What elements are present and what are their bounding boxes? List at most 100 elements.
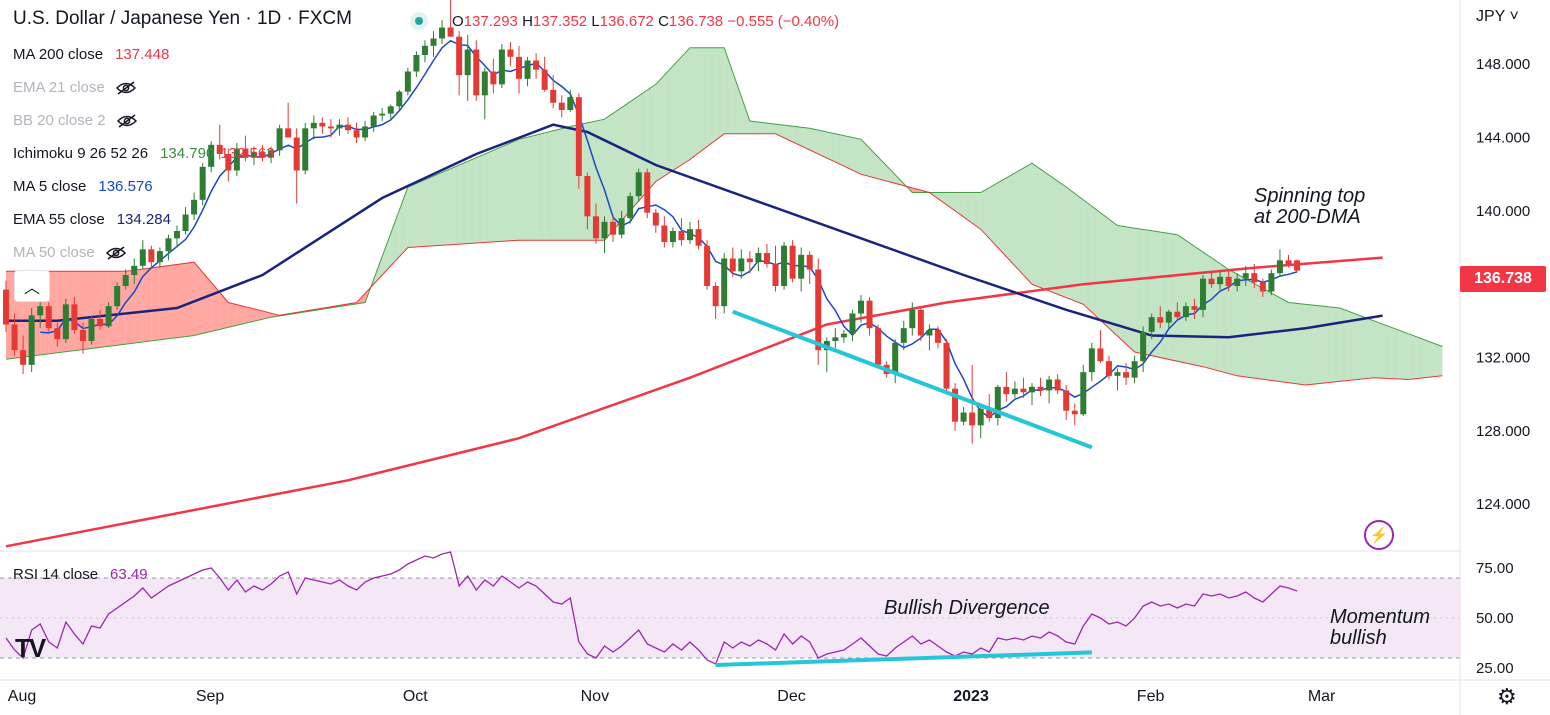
cloud-segment xyxy=(459,161,468,245)
candle-body xyxy=(952,388,959,422)
candle-body xyxy=(789,245,796,279)
legend-ema21[interactable]: EMA 21 close xyxy=(13,79,137,96)
rsi-tick-label: 75.00 xyxy=(1476,560,1514,577)
candle-body xyxy=(994,386,1001,418)
candle-body xyxy=(413,55,420,72)
candle-body xyxy=(293,137,300,171)
cloud-segment xyxy=(724,47,733,134)
cloud-segment xyxy=(1348,311,1357,381)
candle-body xyxy=(490,71,497,85)
legend-ema55[interactable]: EMA 55 close 134.284 xyxy=(13,211,171,228)
hidden-eye-icon[interactable] xyxy=(116,114,138,128)
lightning-icon[interactable]: ⚡ xyxy=(1364,520,1394,550)
cloud-segment xyxy=(784,125,793,142)
candle-body xyxy=(250,152,257,158)
price-trendline xyxy=(732,309,1093,450)
hidden-eye-icon[interactable] xyxy=(105,246,127,260)
cloud-segment xyxy=(1391,327,1400,380)
candle-body xyxy=(977,408,984,426)
cloud-segment xyxy=(1203,252,1212,369)
candle-body xyxy=(1097,348,1104,362)
cloud-segment xyxy=(1416,336,1426,379)
rsi-line xyxy=(5,551,1298,665)
tradingview-logo[interactable]: TV xyxy=(15,633,46,663)
cloud-segment xyxy=(245,306,254,324)
legend-label: EMA 21 close xyxy=(13,79,105,96)
legend-bb20[interactable]: BB 20 close 2 xyxy=(13,112,138,129)
candle-body xyxy=(652,212,659,226)
candle-body xyxy=(259,152,266,158)
cloud-segment xyxy=(1014,168,1024,275)
legend-ma50[interactable]: MA 50 close xyxy=(13,244,127,261)
rsi-legend[interactable]: RSI 14 close 63.49 xyxy=(13,566,148,583)
cloud-segment xyxy=(1074,193,1084,305)
candle-body xyxy=(156,251,163,263)
candle-body xyxy=(840,333,847,338)
candle-body xyxy=(131,265,138,275)
ichimoku-cloud xyxy=(5,47,1443,386)
cloud-segment xyxy=(1374,320,1383,379)
cloud-segment xyxy=(886,165,896,184)
candle-body xyxy=(507,49,514,57)
cloud-segment xyxy=(1185,240,1195,365)
candle-body xyxy=(447,27,454,37)
cloud-segment xyxy=(1408,333,1417,380)
cloud-segment xyxy=(672,56,682,171)
candle-body xyxy=(669,231,676,242)
cloud-segment xyxy=(690,47,699,160)
candle-body xyxy=(37,306,44,316)
candle-body xyxy=(1037,386,1044,391)
cloud-segment xyxy=(536,132,545,241)
cloud-segment xyxy=(493,146,502,242)
candle-body xyxy=(88,319,95,341)
candle-body xyxy=(319,122,326,127)
candle-body xyxy=(216,144,223,154)
cloud-segment xyxy=(1297,303,1306,385)
candle-body xyxy=(610,221,617,235)
candle-body xyxy=(362,126,369,138)
cloud-segment xyxy=(869,148,879,179)
candle-body xyxy=(439,27,446,39)
candle-body xyxy=(114,286,121,307)
candle-body xyxy=(421,45,428,55)
time-tick-label: Feb xyxy=(1137,688,1165,705)
candle-body xyxy=(182,214,189,231)
candle-body xyxy=(1140,331,1147,362)
currency-selector[interactable]: JPY ˅ xyxy=(1476,8,1519,26)
hidden-eye-icon[interactable] xyxy=(115,81,137,95)
legend-value: 134.284 xyxy=(116,211,171,228)
candle-body xyxy=(165,238,172,252)
candle-body xyxy=(11,324,18,351)
cloud-segment xyxy=(766,123,776,134)
cloud-segment xyxy=(955,192,964,217)
cloud-segment xyxy=(407,183,417,248)
cloud-segment xyxy=(519,137,528,241)
candle-body xyxy=(533,60,540,70)
candle-body xyxy=(575,97,582,176)
candle-body xyxy=(430,38,437,46)
legend-ma200[interactable]: MA 200 close 137.448 xyxy=(13,46,169,63)
cloud-segment xyxy=(1126,226,1135,352)
price-tick-label: 128.000 xyxy=(1476,423,1530,440)
candle-body xyxy=(481,71,488,96)
candle-body xyxy=(524,60,531,79)
cloud-segment xyxy=(912,187,921,193)
cloud-segment xyxy=(177,263,186,338)
candle-body xyxy=(1234,278,1241,286)
legend-ichimoku[interactable]: Ichimoku 9 26 52 26 134.790 132.563 xyxy=(13,145,275,162)
candle-body xyxy=(909,309,916,329)
candle-body xyxy=(986,408,993,418)
symbol-title[interactable]: U.S. Dollar / Japanese Yen · 1D · FXCM xyxy=(13,8,352,29)
candle-body xyxy=(404,71,411,92)
cloud-segment xyxy=(1049,175,1058,295)
candle-body xyxy=(1242,273,1249,279)
candle-body xyxy=(62,304,69,340)
candle-body xyxy=(225,154,232,171)
legend-value: 134.790 xyxy=(160,145,215,162)
gear-icon[interactable]: ⚙ xyxy=(1497,684,1517,709)
candle-body xyxy=(1123,372,1130,378)
collapse-legend-button[interactable]: ︿ xyxy=(14,270,50,302)
rsi-tick-label: 25.00 xyxy=(1476,660,1514,677)
legend-ma5[interactable]: MA 5 close 136.576 xyxy=(13,178,153,195)
